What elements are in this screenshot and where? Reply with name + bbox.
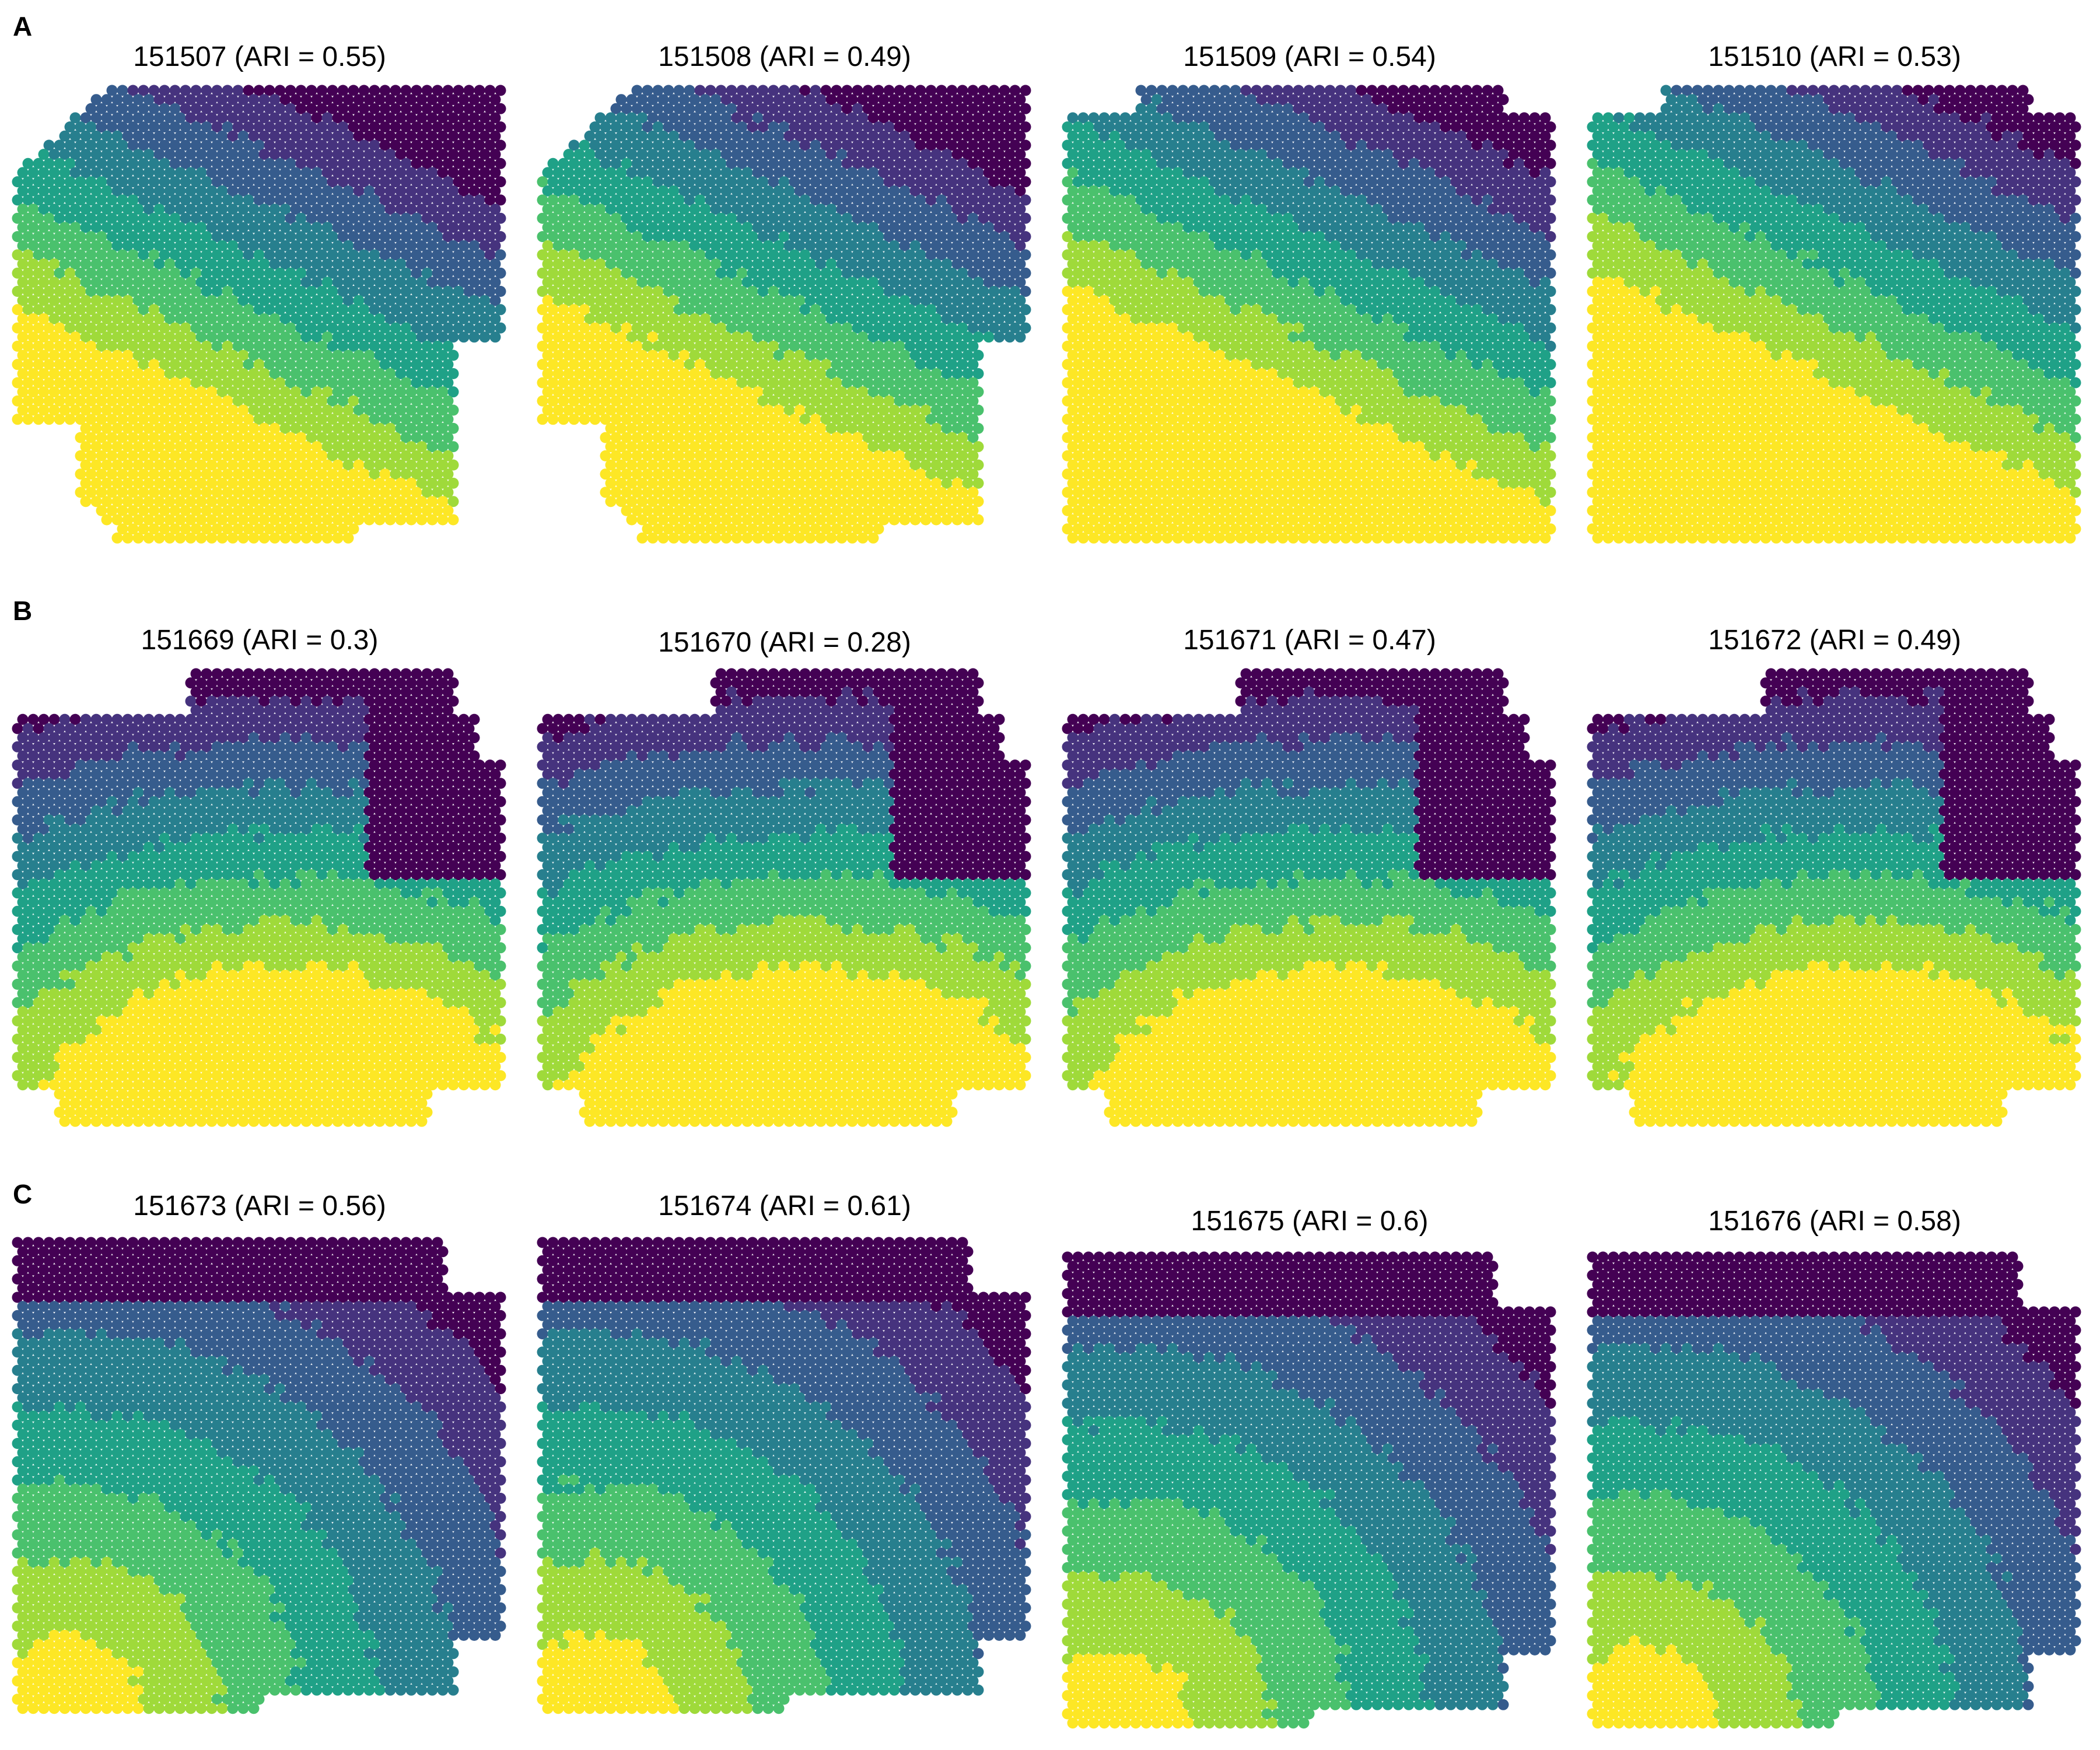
tissue-spot-map <box>1062 668 1556 1127</box>
panel-title: 151670 (ARI = 0.28) <box>542 626 1027 659</box>
spot-layer <box>537 85 1031 544</box>
panel-151676: 151676 (ARI = 0.58) <box>1587 1184 2081 1729</box>
panel-title: 151671 (ARI = 0.47) <box>1068 624 1552 656</box>
panel-title: 151509 (ARI = 0.54) <box>1068 41 1552 73</box>
panel-title: 151675 (ARI = 0.6) <box>1068 1205 1552 1237</box>
tissue-spot-map <box>537 668 1031 1127</box>
spot-layer <box>12 85 506 544</box>
tissue-spot-map <box>1062 1251 1556 1729</box>
panel-151508: 151508 (ARI = 0.49) <box>537 35 1031 544</box>
panel-151670: 151670 (ARI = 0.28) <box>537 618 1031 1127</box>
panel-title: 151673 (ARI = 0.56) <box>18 1190 502 1222</box>
panel-151674: 151674 (ARI = 0.61) <box>537 1184 1031 1727</box>
panel-title: 151674 (ARI = 0.61) <box>542 1190 1027 1222</box>
spot-layer <box>1587 668 2081 1127</box>
tissue-spot-map <box>1587 85 2081 544</box>
panel-151510: 151510 (ARI = 0.53) <box>1587 35 2081 544</box>
spot-layer <box>1587 1251 2081 1729</box>
spot-layer <box>1587 85 2081 544</box>
tissue-spot-map <box>12 668 506 1127</box>
panel-title: 151508 (ARI = 0.49) <box>542 41 1027 73</box>
row-label-b: B <box>13 595 32 626</box>
row-label-a: A <box>13 10 32 42</box>
panel-151672: 151672 (ARI = 0.49) <box>1587 618 2081 1127</box>
panel-title: 151672 (ARI = 0.49) <box>1592 624 2077 656</box>
panel-151673: 151673 (ARI = 0.56) <box>12 1184 506 1727</box>
row-label-c: C <box>13 1178 32 1210</box>
spot-layer <box>1062 85 1556 544</box>
spot-layer <box>1062 668 1556 1127</box>
tissue-spot-map <box>537 85 1031 544</box>
panel-title: 151669 (ARI = 0.3) <box>18 624 502 656</box>
tissue-spot-map <box>1587 1251 2081 1729</box>
tissue-spot-map <box>1587 668 2081 1127</box>
tissue-spot-map <box>12 85 506 544</box>
panel-151671: 151671 (ARI = 0.47) <box>1062 618 1556 1127</box>
spot-layer <box>537 668 1031 1127</box>
spot-layer <box>12 668 506 1127</box>
spot-layer <box>1062 1251 1556 1729</box>
panel-151675: 151675 (ARI = 0.6) <box>1062 1184 1556 1729</box>
panel-title: 151676 (ARI = 0.58) <box>1592 1205 2077 1237</box>
tissue-spot-map <box>537 1237 1031 1714</box>
tissue-spot-map <box>1062 85 1556 544</box>
panel-151507: 151507 (ARI = 0.55) <box>12 35 506 544</box>
spot-layer <box>537 1237 1031 1714</box>
panel-title: 151510 (ARI = 0.53) <box>1592 41 2077 73</box>
tissue-spot-map <box>12 1237 506 1714</box>
panel-151509: 151509 (ARI = 0.54) <box>1062 35 1556 544</box>
panel-151669: 151669 (ARI = 0.3) <box>12 618 506 1127</box>
spot-layer <box>12 1237 506 1714</box>
panel-title: 151507 (ARI = 0.55) <box>18 41 502 73</box>
